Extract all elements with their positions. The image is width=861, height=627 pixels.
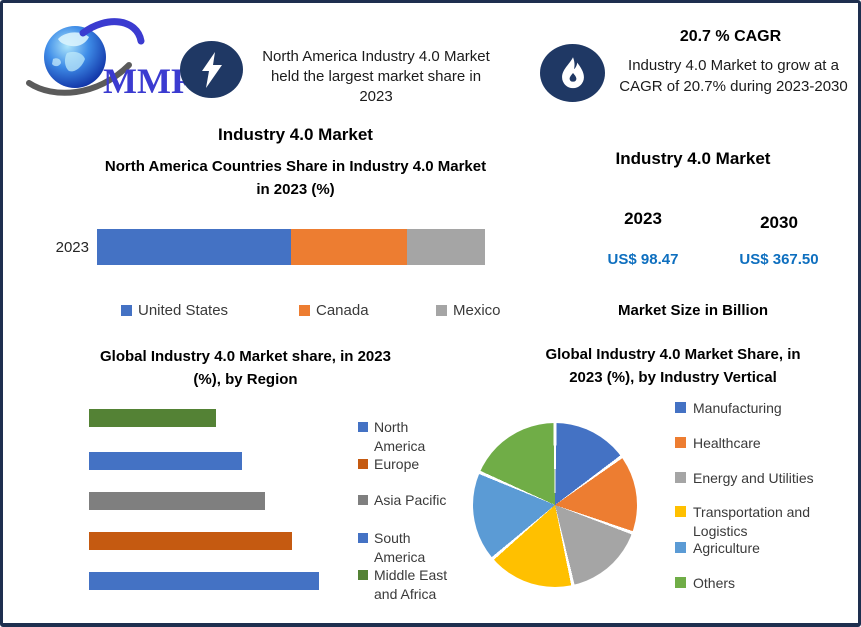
vertical-chart-title-line2: 2023 (%), by Industry Vertical (569, 369, 777, 386)
legend-agriculture: Agriculture (675, 539, 858, 558)
region-chart-title: Global Industry 4.0 Market share, in 202… (58, 345, 433, 391)
mmr-logo: MMR (26, 18, 185, 101)
legend-swatch-transportation-logistics (675, 506, 686, 517)
legend-united-states: United States (121, 302, 228, 319)
bar-asia-pacific (89, 492, 265, 510)
stacked-seg-canada (291, 229, 408, 265)
legend-north-america: North America (358, 418, 458, 456)
legend-label-canada: Canada (316, 302, 369, 319)
legend-middle-east-africa: Middle East and Africa (358, 566, 458, 604)
bar-south-america (89, 452, 242, 470)
value-2030: US$ 367.50 (739, 251, 819, 268)
legend-label-transportation-logistics: Transportation and Logistics (693, 504, 810, 539)
callout-left-line3: 2023 (359, 88, 393, 105)
left-panel-title: Industry 4.0 Market (218, 125, 373, 144)
legend-canada: Canada (299, 302, 369, 319)
legend-manufacturing: Manufacturing (675, 399, 858, 418)
bar-middle-east-africa (89, 409, 216, 427)
region-chart-title-line1: Global Industry 4.0 Market share, in 202… (100, 348, 391, 365)
industry-vertical-pie (473, 423, 637, 587)
vertical-chart-title-line1: Global Industry 4.0 Market Share, in (545, 346, 801, 363)
lightning-badge (180, 41, 243, 98)
legend-label-asia-pacific: Asia Pacific (374, 492, 447, 508)
stacked-chart-title-line1: North America Countries Share in Industr… (104, 158, 487, 175)
callout-right: Industry 4.0 Market to grow at a CAGR of… (606, 55, 858, 97)
legend-swatch-north-america (358, 422, 368, 432)
market-size-caption: Market Size in Billion (617, 302, 769, 319)
stacked-bar (97, 229, 485, 265)
lightning-bolt-icon (201, 51, 222, 88)
logo-swoosh-gray (26, 62, 132, 96)
flame-icon (561, 57, 584, 89)
stacked-chart-title-line2: in 2023 (%) (256, 181, 335, 198)
year-2023-label: 2023 (624, 209, 662, 228)
bar-europe (89, 532, 292, 550)
legend-label-europe: Europe (374, 456, 420, 472)
year-2030-label: 2030 (760, 213, 798, 232)
legend-label-others: Others (693, 575, 736, 591)
legend-energy-utilities: Energy and Utilities (675, 469, 858, 488)
legend-swatch-united-states (121, 305, 132, 316)
legend-label-mexico: Mexico (453, 302, 501, 319)
value-2023: US$ 98.47 (607, 251, 679, 268)
stacked-seg-united-states (97, 229, 291, 265)
legend-south-america: South America (358, 529, 458, 567)
flame-badge (540, 44, 605, 102)
legend-label-united-states: United States (138, 302, 229, 319)
legend-label-manufacturing: Manufacturing (693, 400, 782, 416)
logo-text: MMR (103, 61, 185, 101)
callout-right-line2: CAGR of 20.7% during 2023-2030 (619, 78, 848, 95)
region-chart-title-line2: (%), by Region (193, 371, 298, 388)
legend-transportation-logistics: Transportation and Logistics (675, 503, 858, 541)
stacked-seg-mexico (407, 229, 485, 265)
legend-label-energy-utilities: Energy and Utilities (693, 470, 814, 486)
legend-swatch-middle-east-africa (358, 570, 368, 580)
legend-mexico: Mexico (436, 302, 501, 319)
legend-swatch-mexico (436, 305, 447, 316)
callout-left: North America Industry 4.0 Market held t… (246, 47, 506, 107)
legend-swatch-agriculture (675, 542, 686, 553)
legend-label-healthcare: Healthcare (693, 435, 761, 451)
legend-swatch-south-america (358, 533, 368, 543)
legend-swatch-healthcare (675, 437, 686, 448)
stacked-chart-category-label: 2023 (55, 239, 89, 256)
callout-left-line1: North America Industry 4.0 Market (262, 48, 490, 65)
legend-healthcare: Healthcare (675, 434, 858, 453)
vertical-chart-title: Global Industry 4.0 Market Share, in 202… (488, 343, 858, 389)
legend-swatch-asia-pacific (358, 495, 368, 505)
legend-label-agriculture: Agriculture (693, 540, 760, 556)
legend-asia-pacific: Asia Pacific (358, 491, 458, 510)
market-size-title: Industry 4.0 Market (615, 149, 771, 168)
legend-swatch-manufacturing (675, 402, 686, 413)
legend-swatch-canada (299, 305, 310, 316)
legend-swatch-energy-utilities (675, 472, 686, 483)
legend-label-north-america: North America (374, 419, 426, 454)
callout-left-line2: held the largest market share in (270, 68, 482, 85)
legend-swatch-europe (358, 459, 368, 469)
legend-label-south-america: South America (374, 530, 426, 565)
stacked-chart-title: North America Countries Share in Industr… (58, 155, 533, 201)
legend-europe: Europe (358, 455, 458, 474)
cagr-title: 20.7 % CAGR (679, 28, 782, 45)
legend-label-middle-east-africa: Middle East and Africa (374, 567, 448, 602)
legend-swatch-others (675, 577, 686, 588)
callout-right-line1: Industry 4.0 Market to grow at a (628, 57, 839, 74)
legend-others: Others (675, 574, 858, 593)
bar-north-america (89, 572, 319, 590)
logo-swoosh-blue (79, 18, 145, 45)
